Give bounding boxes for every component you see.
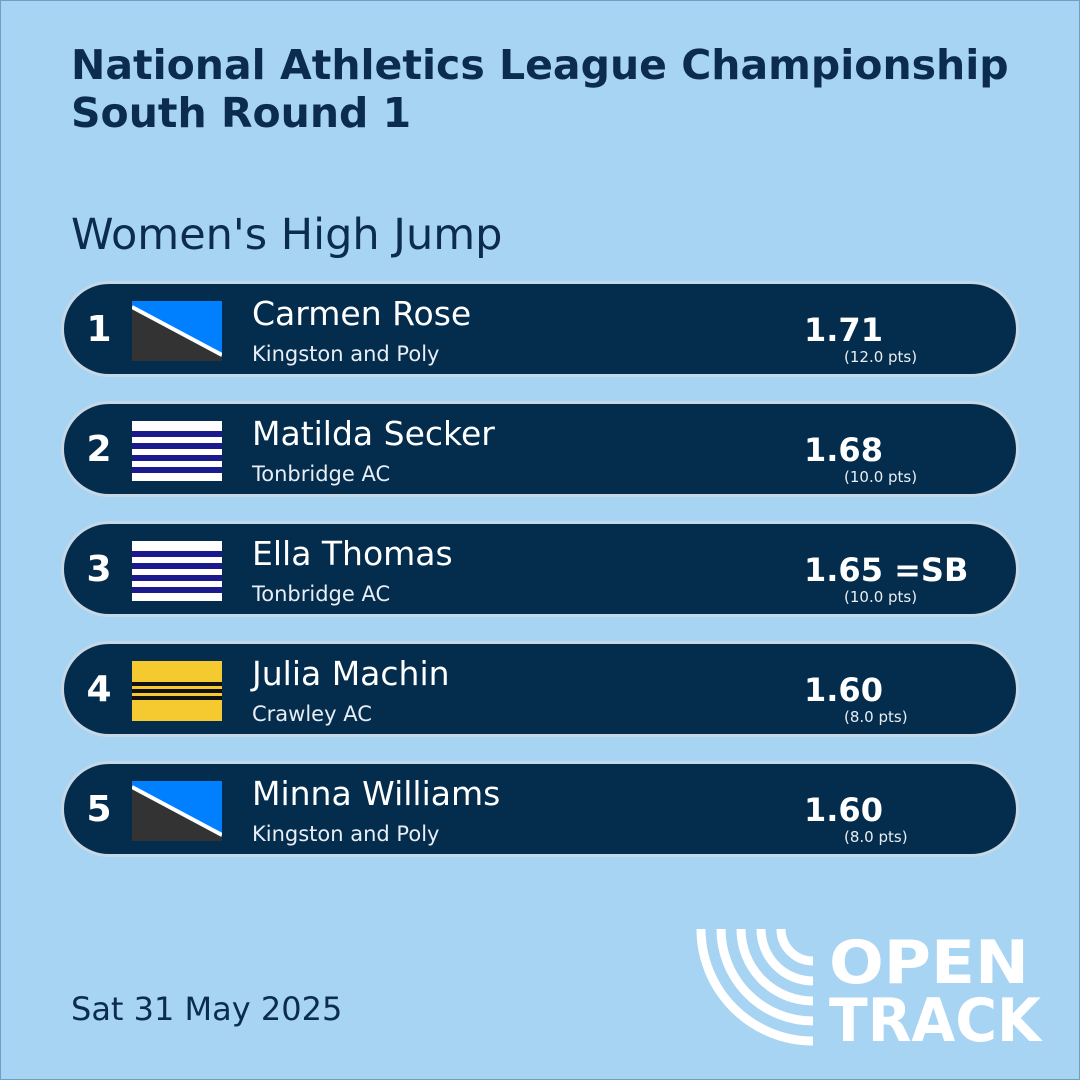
kingston-poly-flag-icon [132, 301, 222, 361]
club-name: Kingston and Poly [252, 822, 440, 846]
opentrack-logo-icon: OPEN TRACK [696, 928, 1043, 1047]
tonbridge-flag-icon [132, 541, 222, 601]
result-row: 4 Julia Machin Crawley AC 1.60 (8.0 pts) [61, 641, 1019, 737]
points: (10.0 pts) [844, 588, 918, 606]
kingston-poly-flag-icon [132, 781, 222, 841]
tonbridge-flag-icon [132, 421, 222, 481]
athlete-name: Matilda Secker [252, 414, 495, 453]
result-position: 5 [86, 789, 112, 830]
club-name: Tonbridge AC [252, 462, 391, 486]
logo-text-open: OPEN [829, 928, 1029, 998]
crawley-flag-icon [132, 661, 222, 721]
athlete-name: Julia Machin [252, 654, 450, 693]
logo-text-track: TRACK [829, 986, 1043, 1047]
title-line-2: South Round 1 [71, 89, 412, 137]
points: (12.0 pts) [844, 348, 918, 366]
points: (8.0 pts) [844, 708, 908, 726]
event-title: Women's High Jump [71, 210, 503, 260]
performance: 1.60 [804, 791, 883, 829]
club-name: Tonbridge AC [252, 582, 391, 606]
result-position: 3 [86, 549, 112, 590]
points: (10.0 pts) [844, 468, 918, 486]
club-name: Kingston and Poly [252, 342, 440, 366]
result-row: 5 Minna Williams Kingston and Poly 1.60 … [61, 761, 1019, 857]
title-line-1: National Athletics League Championship [71, 41, 1009, 89]
athlete-name: Minna Williams [252, 774, 501, 813]
result-row: 1 Carmen Rose Kingston and Poly 1.71 (12… [61, 281, 1019, 377]
points: (8.0 pts) [844, 828, 908, 846]
athlete-name: Carmen Rose [252, 294, 472, 333]
performance: 1.71 [804, 311, 883, 349]
result-row: 2 Matilda Secker Tonbridge AC 1.68 (10.0… [61, 401, 1019, 497]
result-position: 1 [86, 309, 112, 350]
performance: 1.68 [804, 431, 883, 469]
result-position: 2 [86, 429, 112, 470]
page-title: National Athletics League Championship S… [71, 41, 1031, 137]
club-name: Crawley AC [252, 702, 372, 726]
athlete-name: Ella Thomas [252, 534, 453, 573]
event-date: Sat 31 May 2025 [71, 990, 343, 1028]
performance: 1.60 [804, 671, 883, 709]
performance: 1.65 =SB [804, 551, 969, 589]
result-position: 4 [86, 669, 112, 710]
result-row: 3 Ella Thomas Tonbridge AC 1.65 =SB (10.… [61, 521, 1019, 617]
